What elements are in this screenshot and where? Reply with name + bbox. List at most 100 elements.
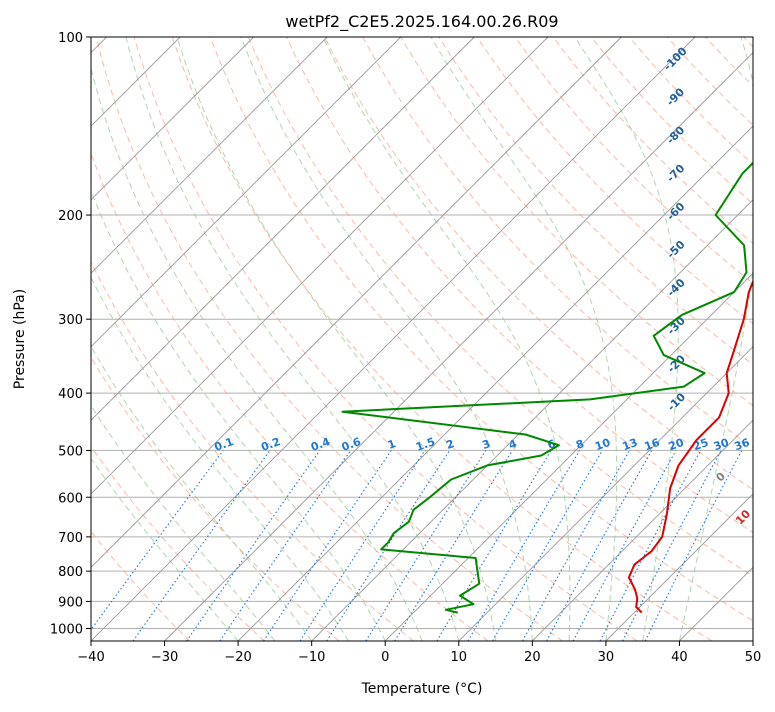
- mixing-ratio-line: [132, 450, 271, 641]
- dry-adiabat-line: [438, 37, 753, 365]
- mixing-ratio-lines: [91, 450, 743, 641]
- mixing-ratio-line: [186, 450, 321, 641]
- mixing-ratio-line: [326, 450, 451, 641]
- x-tick-label: −40: [77, 650, 104, 665]
- y-tick-label: 500: [58, 444, 83, 459]
- isotherm-line: [311, 199, 753, 641]
- mixing-ratio-line: [299, 450, 426, 641]
- dry-adiabat-line: [324, 37, 753, 491]
- isotherm-line: [91, 37, 622, 569]
- dry-adiabats: [91, 37, 753, 641]
- dry-adiabat-line: [209, 37, 753, 622]
- moist-adiabat-line: [91, 189, 386, 641]
- y-axis-ticks: 100 200 300 400 500 600 700 800 900 1000: [50, 31, 91, 637]
- mixing-ratio-label: 20: [667, 436, 686, 454]
- x-tick-label: −20: [224, 650, 251, 665]
- y-tick-label: 400: [58, 387, 83, 402]
- chart-title: wetPf2_C2E5.2025.164.00.26.R09: [285, 12, 558, 32]
- mixing-ratio-line: [572, 450, 677, 641]
- y-tick-label: 700: [58, 531, 83, 546]
- y-tick-label: 200: [58, 209, 83, 224]
- mixing-ratio-label: 0.4: [309, 435, 332, 454]
- mixing-ratio-label: 36: [733, 436, 752, 454]
- dry-adiabat-line: [285, 37, 753, 534]
- moist-adiabat-line: [125, 37, 460, 641]
- isotherm-line: [531, 419, 753, 641]
- dry-adiabat-line: [171, 37, 713, 641]
- moist-adiabat-line: [678, 37, 753, 641]
- mixing-ratio-label: 13: [621, 436, 640, 453]
- mixing-ratio-label: 1.5: [414, 435, 437, 454]
- dry-adiabat-line: [95, 37, 563, 641]
- y-tick-label: 1000: [50, 622, 83, 637]
- x-tick-label: −10: [298, 650, 325, 665]
- mixing-ratio-line: [546, 450, 653, 641]
- isotherm-line: [605, 493, 753, 641]
- temperature-line: [627, 279, 753, 614]
- y-tick-label: 100: [58, 31, 83, 46]
- dry-adiabat-line: [362, 37, 753, 448]
- moist-adiabat-line: [91, 66, 423, 641]
- moist-adiabat-line: [240, 37, 533, 641]
- x-tick-label: 50: [745, 650, 762, 665]
- y-tick-label: 900: [58, 595, 83, 610]
- isotherm-line: [91, 37, 402, 348]
- isotherm-line: [91, 37, 328, 274]
- isotherm-line: [384, 272, 753, 641]
- dry-adiabat-line: [91, 260, 414, 641]
- mixing-ratio-label: 30: [712, 436, 731, 454]
- mixing-ratio-label: 16: [643, 436, 662, 454]
- x-tick-label: 20: [524, 650, 541, 665]
- mixing-ratio-line: [263, 450, 392, 641]
- x-axis-label: Temperature (°C): [361, 681, 483, 697]
- mixing-ratio-line: [644, 450, 743, 641]
- mixing-ratio-label: 4: [507, 437, 519, 452]
- sounding-series: [341, 161, 753, 614]
- mixing-ratio-line: [394, 450, 513, 641]
- moist-adiabat-line: [91, 404, 276, 641]
- isotherms: [91, 37, 753, 641]
- mixing-ratio-label: 6: [546, 437, 558, 452]
- isotherm-line: [91, 37, 696, 641]
- isotherm-line: [91, 37, 255, 201]
- x-axis-ticks: −40 −30 −20 −10 0 10 20 30 40 50: [77, 641, 761, 665]
- mixing-ratio-label: 0.2: [259, 435, 282, 454]
- moist-adiabat-line: [91, 457, 239, 641]
- dry-adiabat-line: [133, 37, 638, 641]
- mixing-ratio-label: 1: [386, 437, 398, 452]
- dewpoint-line: [341, 161, 753, 614]
- isotherm-line: [237, 125, 753, 641]
- y-tick-label: 300: [58, 313, 83, 328]
- y-axis-label: Pressure (hPa): [12, 289, 28, 389]
- mixing-ratio-line: [91, 450, 224, 631]
- x-tick-label: 10: [451, 650, 468, 665]
- mixing-ratio-line: [219, 450, 352, 641]
- moist-adiabat-line: [322, 37, 571, 641]
- y-tick-label: 600: [58, 491, 83, 506]
- x-tick-label: −30: [151, 650, 178, 665]
- dry-adiabat-line: [91, 445, 265, 641]
- isotherm-line: [164, 51, 753, 641]
- x-tick-label: 30: [598, 650, 615, 665]
- y-tick-label: 800: [58, 565, 83, 580]
- dry-adiabat-line: [91, 152, 489, 641]
- x-tick-label: 40: [671, 650, 688, 665]
- mixing-ratio-line: [522, 450, 631, 641]
- moist-adiabat-line: [430, 37, 618, 641]
- dry-adiabat-line: [91, 356, 340, 641]
- mixing-ratio-label: 8: [574, 437, 586, 452]
- mixing-ratio-label: 3: [480, 437, 492, 452]
- moist-adiabat-line: [91, 276, 349, 641]
- mixing-ratio-label: 0.6: [340, 435, 363, 454]
- mixing-ratio-label: 10: [593, 436, 612, 454]
- mixing-ratio-label: 0.1: [213, 435, 236, 454]
- isotherm-line: [91, 37, 475, 421]
- moist-adiabat-line: [574, 37, 679, 641]
- dry-adiabat-line: [400, 37, 753, 407]
- mixing-ratio-label: 2: [444, 437, 456, 452]
- isotherm-line: [458, 346, 753, 641]
- x-tick-label: 0: [381, 650, 389, 665]
